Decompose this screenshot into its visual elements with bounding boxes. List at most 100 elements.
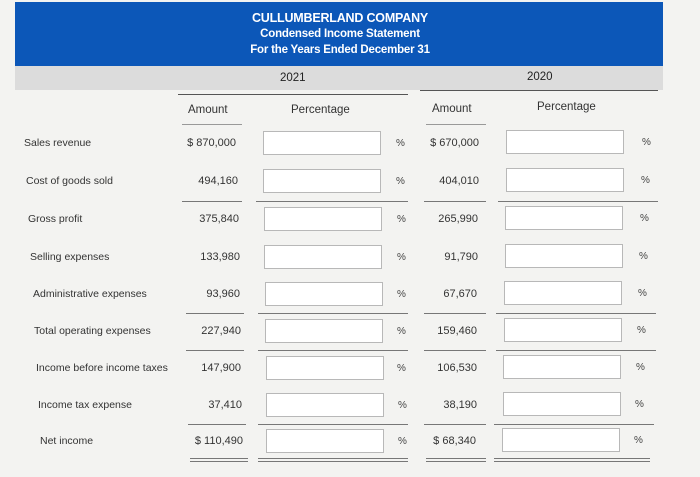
percentage-2020-input[interactable] — [504, 281, 622, 305]
percentage-2020-input[interactable] — [504, 318, 622, 342]
amount-2020: 91,790 — [444, 251, 478, 263]
row-label: Administrative expenses — [33, 288, 147, 300]
subtotal-rule — [424, 350, 486, 351]
subtotal-rule — [424, 313, 486, 314]
row-label: Cost of goods sold — [26, 175, 113, 187]
amount-2021: 93,960 — [206, 288, 240, 300]
subtotal-rule — [258, 424, 408, 425]
percent-sign: % — [398, 400, 407, 411]
net-income-double-rule — [494, 461, 650, 462]
amount-2021: 37,410 — [208, 399, 242, 411]
percentage-2021-input[interactable] — [264, 245, 382, 269]
year-2020-label: 2020 — [527, 71, 553, 83]
percentage-2021-input[interactable] — [264, 207, 382, 231]
subtotal-rule — [188, 424, 246, 425]
subtotal-rule — [182, 201, 242, 202]
percentage-2020-header: Percentage — [537, 101, 596, 113]
percent-sign: % — [397, 252, 406, 263]
row-label: Selling expenses — [30, 251, 110, 263]
percent-sign: % — [396, 176, 405, 187]
percent-sign: % — [397, 363, 406, 374]
net-income-double-rule — [426, 458, 486, 459]
row-label: Gross profit — [28, 213, 83, 225]
subtotal-rule — [258, 313, 408, 314]
subtotal-rule — [256, 201, 408, 202]
years-header-band — [15, 66, 663, 90]
percentage-2020-input[interactable] — [506, 130, 624, 154]
statement-period: For the Years Ended December 31 — [250, 44, 430, 56]
subtotal-rule — [496, 350, 656, 351]
amount-2020-header-rule — [426, 124, 486, 125]
year-2021-underline — [178, 94, 408, 95]
percentage-2021-input[interactable] — [266, 356, 384, 380]
amount-2021: 147,900 — [201, 362, 241, 374]
subtotal-rule — [496, 313, 656, 314]
year-2021-label: 2021 — [280, 72, 306, 84]
row-label: Sales revenue — [24, 137, 92, 149]
percent-sign: % — [396, 138, 405, 149]
percent-sign: % — [397, 289, 406, 300]
percentage-2021-input[interactable] — [263, 169, 381, 193]
amount-2021: 227,940 — [201, 325, 241, 337]
amount-2020: 159,460 — [437, 325, 477, 337]
net-income-double-rule — [426, 461, 486, 462]
percentage-2021-input[interactable] — [266, 429, 384, 453]
amount-2020: 106,530 — [437, 362, 477, 374]
percent-sign: % — [636, 362, 645, 373]
amount-2021: $ 870,000 — [187, 137, 236, 149]
amount-2021: $ 110,490 — [194, 435, 243, 447]
percent-sign: % — [634, 435, 643, 446]
subtotal-rule — [498, 201, 658, 202]
statement-title-block: CULLUMBERLAND COMPANY Condensed Income S… — [180, 2, 500, 58]
amount-2021: 494,160 — [198, 175, 238, 187]
row-label: Income before income taxes — [36, 362, 168, 374]
percentage-2020-input[interactable] — [503, 355, 621, 379]
percentage-2020-input[interactable] — [505, 244, 623, 268]
row-label: Total operating expenses — [34, 325, 151, 337]
percentage-2020-input[interactable] — [503, 392, 621, 416]
amount-2020: 67,670 — [443, 288, 477, 300]
percentage-2020-input[interactable] — [502, 428, 620, 452]
percent-sign: % — [397, 326, 406, 337]
amount-2021: 133,980 — [200, 251, 240, 263]
row-label: Net income — [40, 435, 94, 447]
subtotal-rule — [424, 424, 486, 425]
amount-2020: $ 670,000 — [430, 137, 479, 149]
amount-2020: 265,990 — [438, 213, 478, 225]
net-income-double-rule — [258, 461, 408, 462]
percentage-2021-input[interactable] — [266, 393, 384, 417]
subtotal-rule — [186, 313, 244, 314]
row-label: Income tax expense — [38, 399, 132, 411]
percentage-2020-input[interactable] — [505, 206, 623, 230]
percentage-2021-input[interactable] — [265, 282, 383, 306]
percent-sign: % — [642, 137, 651, 148]
company-name: CULLUMBERLAND COMPANY — [251, 11, 429, 25]
amount-2021-header-rule — [182, 124, 242, 125]
percentage-2020-input[interactable] — [506, 168, 624, 192]
statement-name: Condensed Income Statement — [260, 28, 420, 40]
subtotal-rule — [424, 201, 486, 202]
amount-2020: $ 68,340 — [433, 435, 476, 447]
subtotal-rule — [186, 350, 244, 351]
net-income-double-rule — [190, 461, 248, 462]
percent-sign: % — [641, 175, 650, 186]
year-2020-underline — [420, 90, 658, 91]
percent-sign: % — [397, 214, 406, 225]
net-income-double-rule — [258, 458, 408, 459]
percent-sign: % — [640, 213, 649, 224]
statement-header — [15, 2, 663, 66]
percent-sign: % — [637, 325, 646, 336]
percentage-2021-header: Percentage — [291, 104, 350, 116]
net-income-double-rule — [494, 458, 650, 459]
amount-2021: 375,840 — [199, 213, 239, 225]
percentage-2021-input[interactable] — [263, 131, 381, 155]
percent-sign: % — [635, 399, 644, 410]
percent-sign: % — [398, 436, 407, 447]
percentage-2021-input[interactable] — [265, 319, 383, 343]
subtotal-rule — [494, 424, 654, 425]
amount-2020: 38,190 — [443, 399, 477, 411]
amount-2020-header: Amount — [432, 103, 472, 115]
subtotal-rule — [258, 350, 408, 351]
amount-2021-header: Amount — [188, 104, 228, 116]
percent-sign: % — [639, 251, 648, 262]
